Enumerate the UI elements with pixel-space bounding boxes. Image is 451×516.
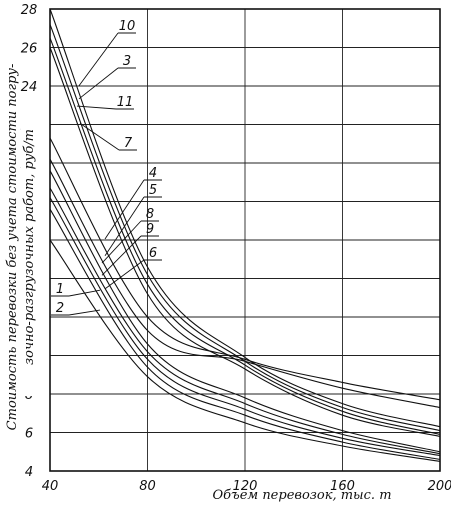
leader-line (104, 196, 145, 257)
leader-line (101, 220, 142, 264)
series-line-6 (49, 197, 441, 457)
series-label-6: 6 (149, 246, 157, 261)
leader-line (79, 122, 120, 151)
series-line-2 (49, 239, 441, 462)
series-line-3 (49, 24, 441, 432)
leader-line (78, 67, 119, 100)
y-tick-label: 4 (25, 465, 33, 480)
leader-line (68, 309, 101, 316)
x-tick-label: 200 (428, 479, 451, 494)
y-tick-label: 26 (21, 42, 38, 57)
series-label-9: 9 (146, 222, 154, 237)
leader-line (68, 289, 101, 297)
x-tick-label: 120 (233, 479, 258, 494)
series-label-8: 8 (146, 207, 154, 222)
y-tick-label: 6 (25, 427, 33, 442)
series-line-1 (49, 208, 441, 460)
series-label-2: 2 (56, 301, 64, 316)
series-line-7 (49, 47, 441, 437)
series-line-5 (49, 158, 441, 409)
series-line-10 (49, 8, 441, 428)
series-label-1: 1 (56, 282, 64, 297)
series-label-11: 11 (117, 95, 134, 110)
series-line-4 (49, 137, 441, 401)
series-label-7: 7 (124, 136, 133, 151)
series-line-8 (49, 170, 441, 453)
y-tick-label: 28 (21, 3, 38, 18)
label-leaders (51, 32, 162, 316)
x-tick-label: 160 (330, 479, 355, 494)
y-axis-title-line-1: Стоимость перевозки без учета стоимости … (5, 64, 20, 431)
series-label-10: 10 (119, 19, 136, 34)
y-axis-title-line-2: зочно-разгрузочных работ, руб/т (22, 129, 37, 365)
leader-line (101, 235, 142, 276)
x-tick-labels: 40 80 120 160 200 (42, 479, 451, 494)
series-line-11 (49, 37, 441, 435)
series-lines (49, 8, 441, 462)
y-title-backdrop (21, 100, 38, 396)
series-label-5: 5 (149, 183, 157, 198)
grid (50, 9, 440, 471)
leader-line (104, 259, 145, 290)
x-tick-label: 80 (139, 479, 156, 494)
leader-line (76, 105, 117, 110)
leader-line (78, 32, 119, 86)
series-label-4: 4 (149, 166, 157, 181)
series-labels: 10 3 11 7 4 5 89 6 1 2 (56, 19, 157, 316)
leader-line (104, 179, 145, 240)
y-tick-label: 24 (21, 80, 38, 95)
x-tick-label: 40 (42, 479, 59, 494)
series-label-3: 3 (123, 54, 131, 69)
series-line-9 (49, 187, 441, 455)
x-axis-title: Объем перевозок, тыс. т (212, 488, 391, 503)
